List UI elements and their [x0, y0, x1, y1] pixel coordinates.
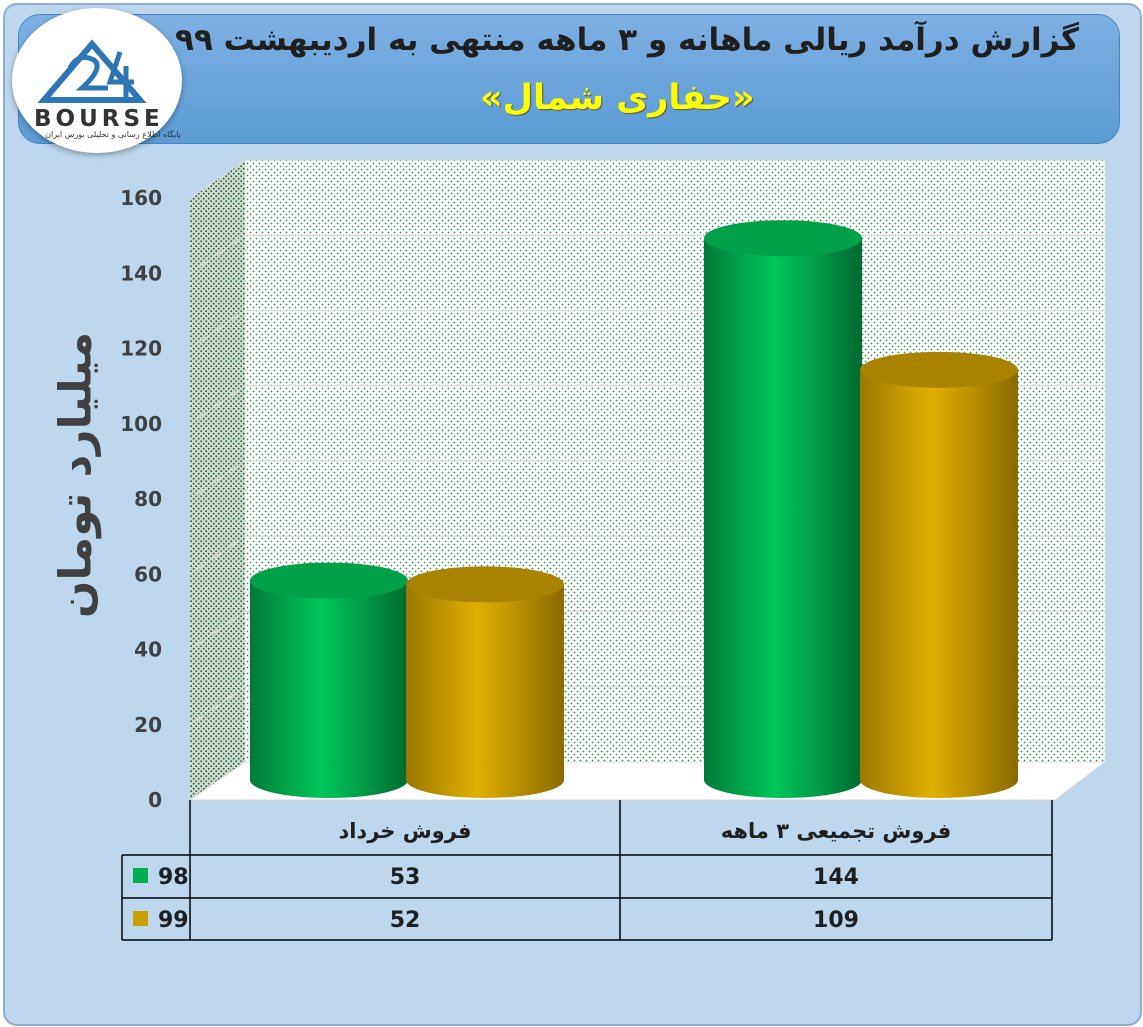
data-label: 144 [813, 865, 859, 890]
data-label: 52 [390, 908, 421, 933]
title-banner [18, 14, 1120, 144]
chart-subtitle: «حفاری شمال» [480, 78, 755, 118]
logo-text: BOURSE [34, 106, 164, 132]
gridline-side [189, 159, 246, 199]
legend-label-98: 98 [158, 865, 189, 890]
data-label: 109 [813, 908, 859, 933]
y-tick-label: 160 [120, 186, 162, 210]
bar-body [406, 584, 564, 798]
bar-body [860, 369, 1018, 798]
logo-mark-icon [37, 39, 147, 103]
gridline-side [189, 460, 246, 500]
y-tick-label: 120 [120, 337, 162, 361]
gridline-side [189, 611, 246, 650]
bar-top [860, 351, 1018, 388]
bar-top [704, 220, 862, 257]
bar-99-1 [860, 351, 1018, 798]
gridline-side [189, 535, 246, 575]
logo-subtext: پایگاه اطلاع رسانی و تحلیلی بورس ایران [45, 130, 181, 139]
y-axis-ticks: 0 20 40 60 80 100 120 140 160 [120, 186, 162, 812]
data-table: فروش خرداد فروش تجمیعی ۳ ماهه 98 53 144 99 52 1… [121, 800, 1053, 941]
bar-99-0 [406, 566, 564, 798]
bar-98-0 [250, 562, 408, 798]
y-tick-label: 60 [134, 562, 162, 586]
legend-label-99: 99 [158, 908, 189, 933]
y-tick-label: 80 [134, 487, 162, 511]
gridline-side [189, 686, 246, 726]
y-tick-label: 40 [134, 638, 162, 662]
y-tick-label: 100 [120, 412, 162, 436]
legend-swatch-99 [133, 911, 148, 926]
x-category-label: فروش تجمیعی ۳ ماهه [721, 819, 952, 843]
y-tick-label: 0 [148, 788, 162, 812]
gridline-side [189, 385, 246, 425]
x-category-label: فروش خرداد [338, 819, 471, 843]
gridline-side [189, 234, 246, 274]
data-label: 53 [390, 865, 421, 890]
gridline-side [189, 310, 246, 349]
bars [250, 220, 1018, 798]
bar-body [704, 238, 862, 798]
y-tick-label: 140 [120, 261, 162, 285]
bar-body [250, 580, 408, 798]
y-tick-label: 20 [134, 713, 162, 737]
bourse-logo: BOURSE پایگاه اطلاع رسانی و تحلیلی بورس … [12, 8, 182, 153]
bar-98-1 [704, 220, 862, 798]
bar-top [250, 562, 408, 599]
legend-swatch-98 [133, 868, 148, 883]
bar-top [406, 566, 564, 603]
chart-title: گزارش درآمد ریالی ماهانه و ۳ ماهه منتهی … [175, 22, 1079, 58]
